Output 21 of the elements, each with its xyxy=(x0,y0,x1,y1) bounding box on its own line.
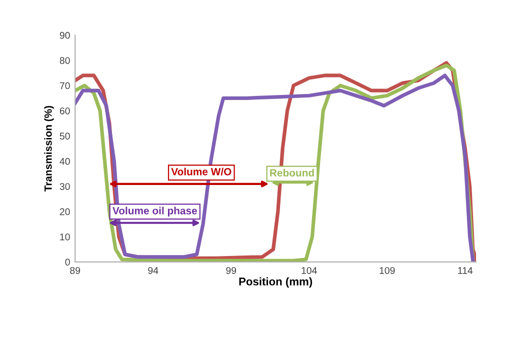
annotation: Rebound xyxy=(270,168,314,177)
y-tick-label: 30 xyxy=(60,183,70,190)
y-tick-label: 0 xyxy=(65,258,70,266)
x-tick-label: 114 xyxy=(458,267,473,274)
y-tick-label: 60 xyxy=(60,107,70,114)
annotation: Volume oil phase xyxy=(112,206,197,216)
x-tick-label: 109 xyxy=(380,267,395,274)
annotation: Volume W/O xyxy=(171,168,232,176)
y-tick-label: 20 xyxy=(60,208,70,216)
x-axis-title: Position (mm) xyxy=(239,277,312,288)
x-tick-label: 89 xyxy=(70,267,80,274)
x-tick-label: 104 xyxy=(302,267,317,274)
x-tick-label: 94 xyxy=(148,267,158,274)
y-tick-label: 10 xyxy=(60,233,70,240)
y-tick-label: 80 xyxy=(60,57,70,64)
y-tick-label: 70 xyxy=(60,82,70,90)
y-tick-label: 40 xyxy=(60,158,70,165)
y-tick-label: 50 xyxy=(60,132,70,140)
y-tick-label: 90 xyxy=(60,32,70,39)
y-axis-title: Transmission (%) xyxy=(44,106,54,192)
x-tick-label: 99 xyxy=(226,267,236,274)
